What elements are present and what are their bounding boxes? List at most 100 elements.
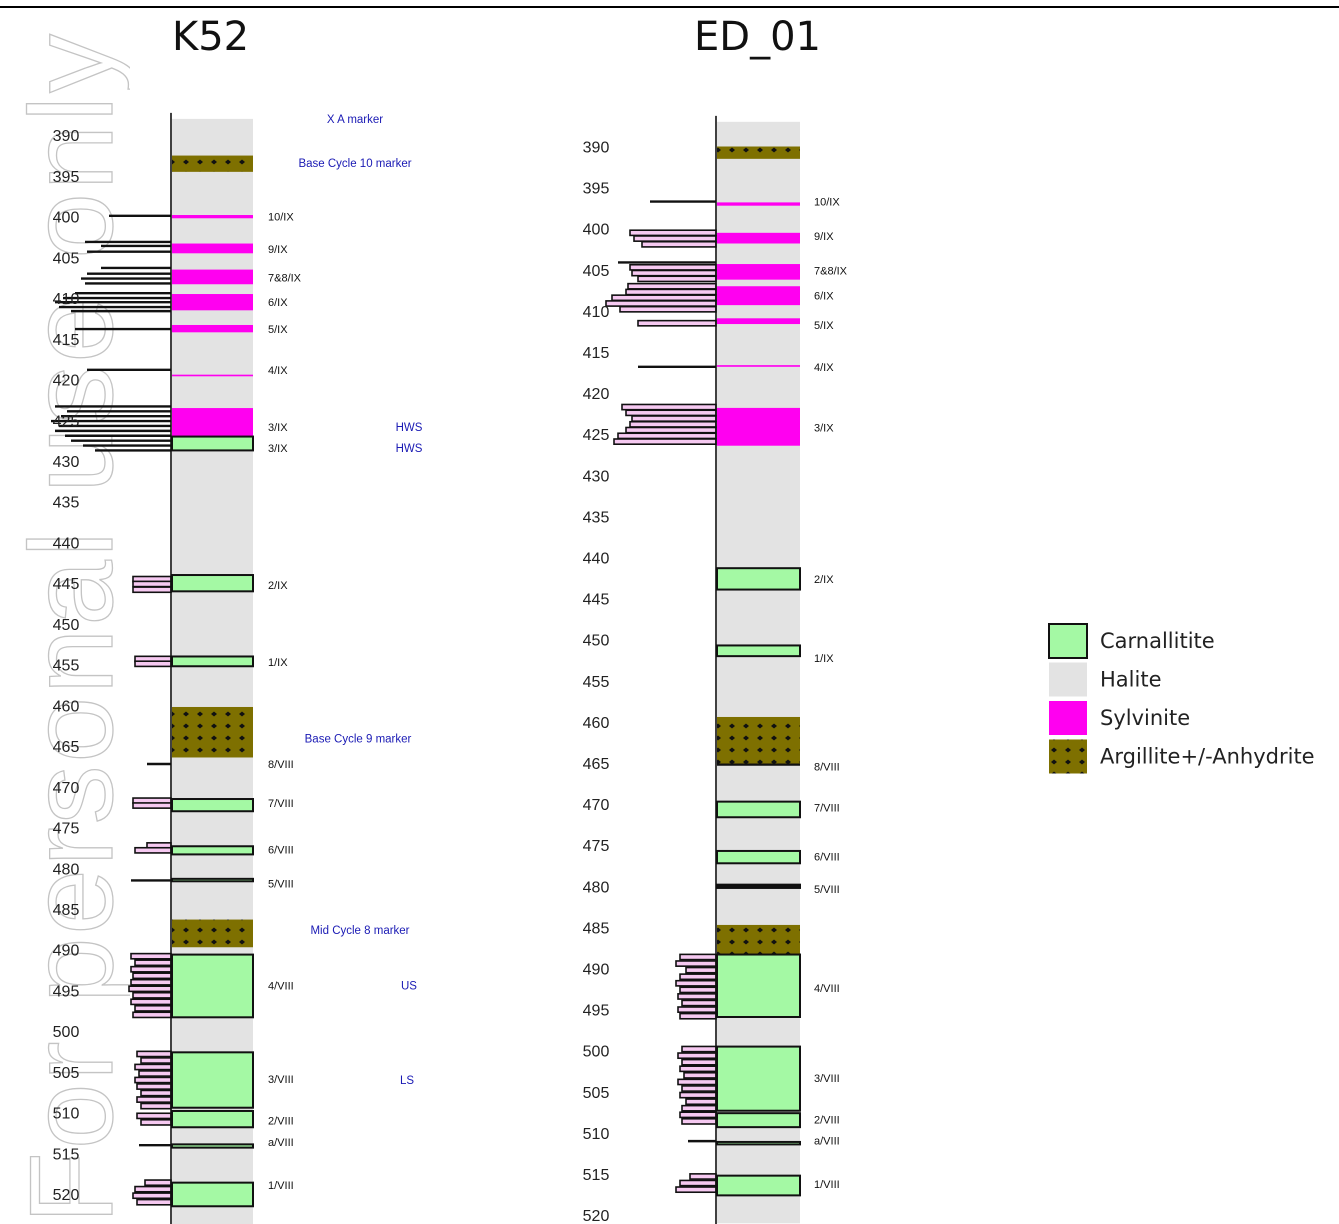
log-bar [136,1198,172,1206]
log-bar [679,1111,717,1119]
depth-tick-label: 515 [583,1167,610,1184]
depth-tick-label: 455 [53,658,80,675]
marker-note: Base Cycle 10 marker [298,158,411,170]
depth-tick-label: 465 [53,739,80,756]
log-bar [138,1070,172,1077]
depth-tick-label: 520 [53,1187,80,1204]
depth-tick-label: 490 [53,943,80,960]
depth-tick-label: 430 [53,454,80,471]
legend-swatch-sylvinite [1049,701,1087,735]
marker-note: US [401,981,417,993]
log-bar [679,1091,717,1099]
depth-tick-label: 395 [583,181,610,198]
unit-label: 7/VIII [814,802,840,814]
layer-carnallitite [171,798,254,813]
log-bar [637,275,717,283]
unit-label: a/VIII [268,1137,294,1149]
log-bar [681,1045,717,1053]
depth-tick-label: 470 [53,780,80,797]
log-bar [621,403,717,411]
depth-tick-label: 395 [53,169,80,186]
layer-argillite [717,716,800,764]
log-bar [679,953,717,961]
log-bar [689,1173,717,1180]
depth-tick-label: 420 [53,373,80,390]
well-k52-column: 390 395 400 405 410 415 420 425 430 435 440 445 450 4… [51,112,423,1224]
log-bar [679,973,717,981]
depth-tick-label: 440 [53,535,80,552]
layer-sylvinite [172,269,253,285]
unit-label: 4/VIII [268,981,294,993]
layer-sylvinite [172,243,253,254]
depth-tick-label: 510 [583,1126,610,1143]
layer-sylvinite [172,215,253,219]
well-ed01-column: 390 395 400 405 410 415 420 425 430 435 440 445 450 4… [583,115,848,1224]
unit-label: 2/VIII [268,1116,294,1128]
unit-label: 5/IX [268,324,288,336]
depth-tick-label: 515 [53,1146,80,1163]
legend-swatch-carnallitite [1048,623,1088,659]
log-bar [675,960,717,967]
unit-label: 6/VIII [268,845,294,857]
layer-sylvinite [172,374,253,377]
depth-tick-label: 425 [583,427,610,444]
log-bar [683,1071,717,1079]
log-bar [631,415,717,422]
log-bar [677,1052,717,1060]
depth-tick-label: 420 [583,386,610,403]
layer-carnallitite [171,953,254,1019]
log-bar [679,986,717,994]
unit-label: 6/IX [814,290,834,302]
log-bar [136,1083,172,1090]
unit-label: 3/IX [814,423,834,435]
layer-carnallitite [171,1143,254,1149]
marker-note: Base Cycle 9 marker [305,734,412,746]
log-bar [130,998,172,1006]
layer-carnallitite [171,574,254,593]
log-bar [134,1185,172,1193]
layer-argillite [172,706,253,758]
log-bar [627,282,717,290]
depth-tick-label: 460 [583,715,610,732]
unit-label: 8/VIII [814,761,840,773]
log-bar [140,1102,172,1110]
unit-label: 7/VIII [268,798,294,810]
log-bar [679,1179,717,1187]
unit-label: 5/VIII [814,884,840,896]
log-bar [132,1192,172,1200]
log-bar [132,1011,172,1019]
depth-tick-label: 390 [53,128,80,145]
unit-label: 7&8/IX [268,273,302,285]
log-bar [629,229,717,237]
log-bar [130,965,172,973]
log-bar [625,288,717,296]
layer-carnallitite [716,1140,801,1146]
log-bar [633,235,717,242]
depth-tick-label: 495 [583,1003,610,1020]
layer-carnallitite [171,655,254,668]
log-bar [613,438,717,445]
depth-tick-label: 455 [583,674,610,691]
log-bar [617,432,717,440]
depth-tick-label: 475 [53,821,80,838]
marker-note: HWS [396,443,423,455]
halite-column [717,121,800,1224]
log-bar [134,846,172,854]
depth-tick-label: 475 [583,838,610,855]
unit-label: 9/IX [814,231,834,243]
log-bar [619,305,717,313]
log-bar [144,1179,172,1187]
depth-tick-label: 405 [583,263,610,280]
log-bar [134,1004,172,1012]
legend-label-sylvinite: Sylvinite [1100,706,1190,730]
log-bar [140,1057,172,1064]
depth-tick-label: 485 [53,902,80,919]
log-bar [134,1076,172,1084]
unit-label: 2/IX [268,580,288,592]
unit-label: 3/IX [268,422,288,434]
unit-label: 6/VIII [814,852,840,864]
top-rule [0,6,1339,8]
depth-tick-label: 430 [583,468,610,485]
unit-label: 2/VIII [814,1115,840,1127]
log-bar [685,1098,717,1106]
